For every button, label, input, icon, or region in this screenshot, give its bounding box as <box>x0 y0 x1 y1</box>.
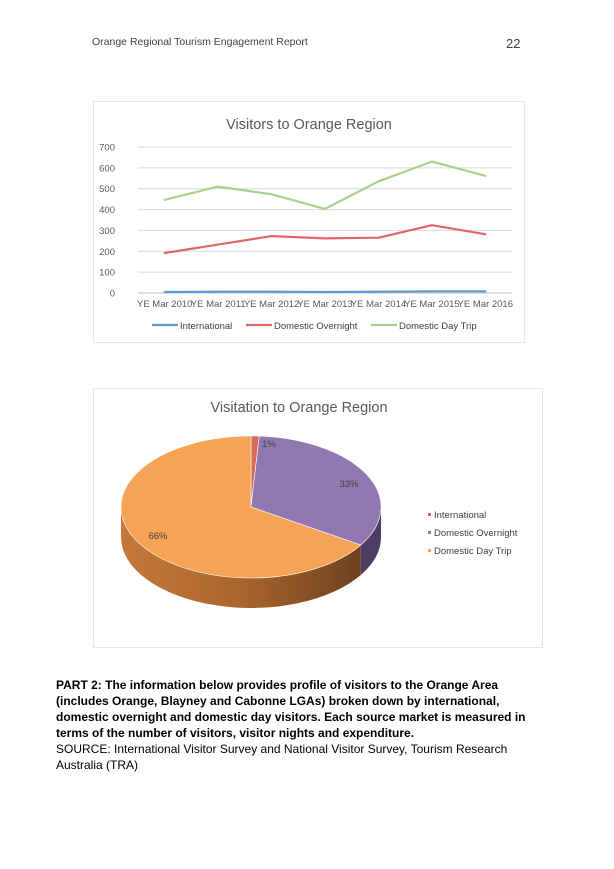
y-tick-label: 500 <box>99 184 115 195</box>
data-point <box>324 237 326 240</box>
data-point <box>163 198 166 201</box>
pie-side-domestic-day-trip <box>121 507 361 608</box>
x-tick-label: YE Mar 2011 <box>191 299 246 310</box>
x-tick-label: YE Mar 2012 <box>244 299 299 310</box>
data-point <box>377 180 380 183</box>
legend-label: Domestic Day Trip <box>434 546 512 557</box>
part2-source: SOURCE: International Visitor Survey and… <box>56 742 508 772</box>
data-point <box>431 224 433 227</box>
x-tick-label: YE Mar 2015 <box>404 299 459 310</box>
pie-data-label: 33% <box>339 479 359 490</box>
page-number: 22 <box>506 36 521 51</box>
data-point <box>324 208 326 210</box>
data-point <box>163 252 166 254</box>
y-tick-label: 700 <box>99 143 115 154</box>
legend-swatch <box>428 513 431 516</box>
data-point <box>217 290 219 293</box>
data-point <box>484 233 487 235</box>
series-line-domestic-day-trip <box>163 160 487 211</box>
data-point <box>431 160 433 163</box>
x-tick-label: YE Mar 2013 <box>297 299 352 310</box>
line-chart-frame: Visitors to Orange Region 0 100 200 300 400 5… <box>93 101 525 343</box>
legend-label: Domestic Overnight <box>434 528 518 539</box>
x-tick-label: YE Mar 2016 <box>458 299 513 310</box>
part2-section: PART 2: The information below provides p… <box>56 677 526 773</box>
data-point <box>484 290 487 293</box>
y-tick-label: 200 <box>99 247 115 258</box>
pie-slice-domestic-overnight <box>250 435 382 546</box>
data-point <box>270 290 273 293</box>
x-tick-label: YE Mar 2014 <box>351 299 406 310</box>
pie-chart-title: Visitation to Orange Region <box>210 400 387 416</box>
pie-chart: Visitation to Orange Region 1% 33% 66% Inte… <box>120 400 518 608</box>
data-point <box>377 290 380 293</box>
line-chart: Visitors to Orange Region 0 100 200 300 400 5… <box>99 117 513 332</box>
data-point <box>484 174 487 177</box>
legend-label: International <box>180 321 232 332</box>
pie-slice-domestic-day-trip <box>120 435 362 579</box>
data-point <box>217 243 219 246</box>
y-tick-label: 300 <box>99 226 115 237</box>
pie-data-label: 66% <box>148 531 168 542</box>
legend-swatch <box>428 531 431 534</box>
legend-label: Domestic Day Trip <box>399 321 477 332</box>
data-point <box>431 290 433 293</box>
line-chart-title: Visitors to Orange Region <box>226 117 392 133</box>
data-point <box>270 193 273 196</box>
legend-label: International <box>434 510 486 521</box>
legend-label: Domestic Overnight <box>274 321 358 332</box>
data-point <box>217 185 219 188</box>
data-point <box>377 236 380 239</box>
y-tick-label: 100 <box>99 268 115 279</box>
legend-swatch <box>428 549 431 552</box>
pie-data-label: 1% <box>262 439 276 450</box>
y-tick-label: 600 <box>99 163 115 174</box>
data-point <box>270 235 273 237</box>
y-tick-label: 0 <box>110 289 115 300</box>
y-tick-label: 400 <box>99 205 115 216</box>
part2-description: PART 2: The information below provides p… <box>56 678 526 740</box>
data-point <box>324 291 326 293</box>
x-tick-label: YE Mar 2010 <box>137 299 192 310</box>
data-point <box>163 291 166 293</box>
pie-side-domestic-overnight <box>360 507 381 575</box>
report-header-title: Orange Regional Tourism Engagement Repor… <box>92 36 308 48</box>
pie-chart-frame: Visitation to Orange Region 1% 33% 66% Inte… <box>93 388 543 648</box>
